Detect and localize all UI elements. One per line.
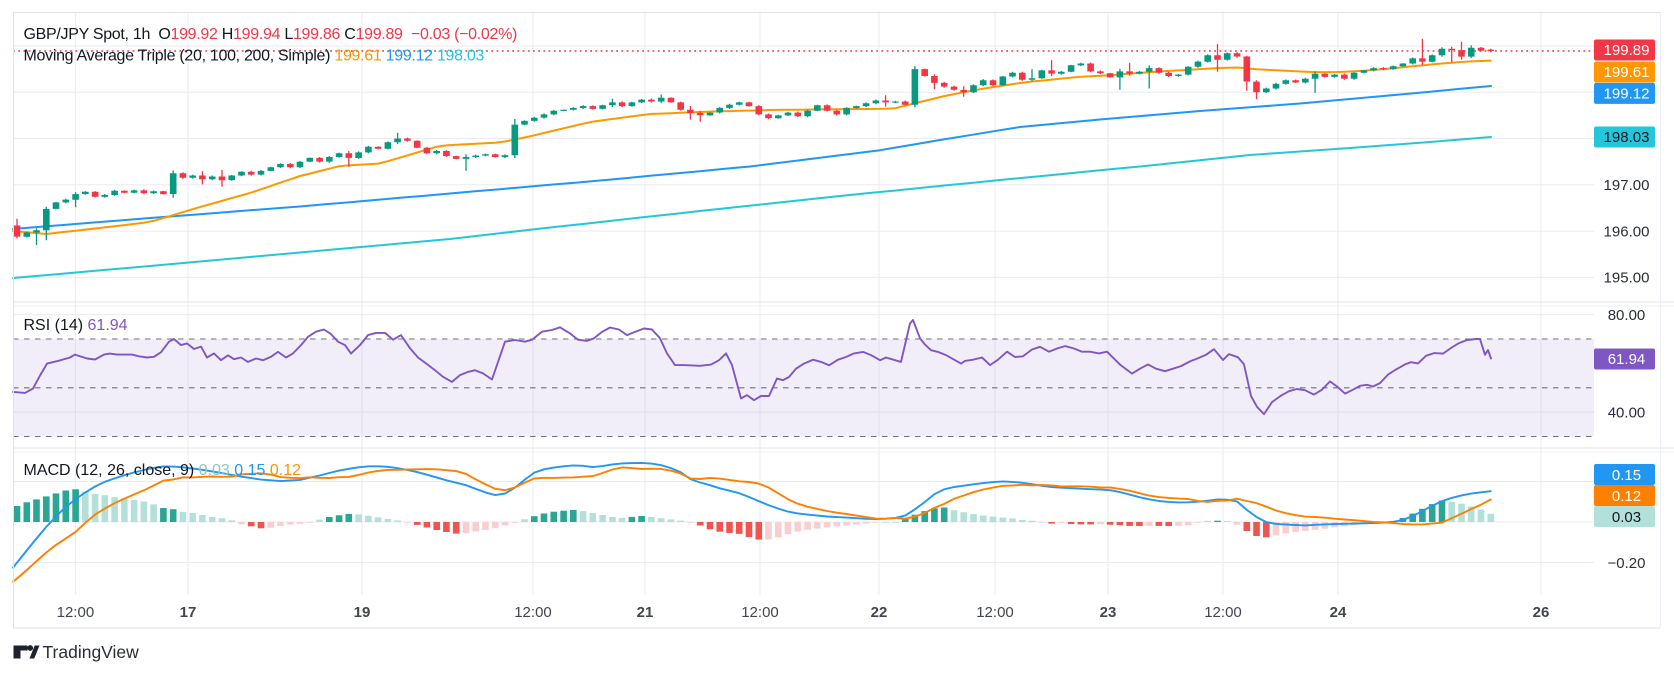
svg-text:24: 24 bbox=[1330, 604, 1347, 621]
svg-text:195.00: 195.00 bbox=[1604, 270, 1650, 287]
svg-text:MACD (12, 26, close, 9) 0.03 0: MACD (12, 26, close, 9) 0.03 0.15 0.12 bbox=[24, 462, 302, 479]
svg-text:22: 22 bbox=[871, 604, 888, 621]
svg-text:21: 21 bbox=[637, 604, 654, 621]
svg-text:197.00: 197.00 bbox=[1604, 177, 1650, 194]
svg-text:23: 23 bbox=[1100, 604, 1117, 621]
svg-text:26: 26 bbox=[1533, 604, 1550, 621]
svg-text:80.00: 80.00 bbox=[1608, 307, 1646, 324]
svg-text:0.12: 0.12 bbox=[1612, 488, 1641, 505]
svg-text:17: 17 bbox=[180, 604, 197, 621]
svg-text:Moving Average Triple (20, 100: Moving Average Triple (20, 100, 200, Sim… bbox=[24, 48, 485, 65]
svg-text:196.00: 196.00 bbox=[1604, 223, 1650, 240]
svg-text:0.03: 0.03 bbox=[1612, 509, 1641, 526]
svg-text:12:00: 12:00 bbox=[1204, 604, 1242, 621]
svg-text:GBP/JPY Spot, 1h O199.92 H199: GBP/JPY Spot, 1h O199.92 H199.94 L199.86… bbox=[24, 26, 518, 43]
svg-text:40.00: 40.00 bbox=[1608, 404, 1646, 421]
svg-text:0.15: 0.15 bbox=[1612, 467, 1641, 484]
svg-text:−0.20: −0.20 bbox=[1608, 555, 1646, 572]
svg-text:RSI (14) 61.94: RSI (14) 61.94 bbox=[24, 317, 128, 334]
svg-text:199.61: 199.61 bbox=[1604, 64, 1650, 81]
svg-text:12:00: 12:00 bbox=[741, 604, 779, 621]
svg-text:12:00: 12:00 bbox=[514, 604, 552, 621]
svg-text:61.94: 61.94 bbox=[1608, 351, 1646, 368]
svg-text:199.12: 199.12 bbox=[1604, 86, 1650, 103]
svg-text:198.03: 198.03 bbox=[1604, 129, 1650, 146]
svg-text:19: 19 bbox=[354, 604, 371, 621]
svg-text:TradingView: TradingView bbox=[43, 642, 140, 662]
svg-text:12:00: 12:00 bbox=[57, 604, 95, 621]
svg-text:199.89: 199.89 bbox=[1604, 42, 1650, 59]
svg-text:12:00: 12:00 bbox=[976, 604, 1014, 621]
